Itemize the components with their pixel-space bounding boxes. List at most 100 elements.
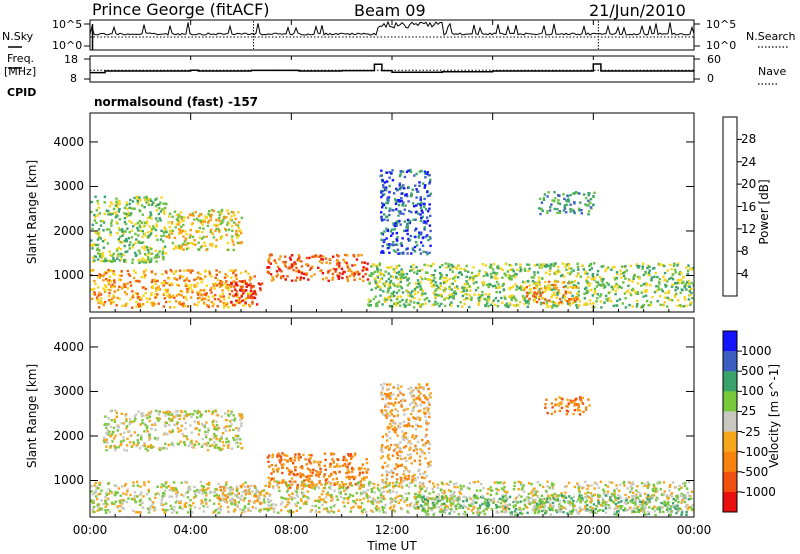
cell (268, 257, 271, 260)
cell (575, 298, 579, 301)
cell (203, 220, 206, 223)
cell (220, 212, 223, 215)
cell (624, 502, 628, 506)
cell (580, 208, 583, 212)
cell (586, 495, 589, 498)
cell (648, 506, 651, 509)
cell (400, 192, 403, 195)
cell (440, 508, 443, 511)
cell (303, 494, 307, 498)
cell (455, 507, 458, 511)
cell (219, 497, 222, 501)
cell (438, 287, 442, 291)
cell (94, 195, 97, 198)
cell (356, 482, 359, 485)
cell (667, 291, 671, 294)
cell (117, 246, 120, 249)
cell (494, 277, 497, 280)
cell (288, 510, 291, 514)
cell (244, 481, 247, 484)
cell (207, 212, 210, 216)
cell (691, 297, 694, 300)
cell (387, 199, 390, 202)
cell (558, 202, 562, 206)
cell (308, 268, 312, 271)
cell (197, 241, 200, 244)
cell (489, 489, 493, 492)
cell (361, 511, 364, 514)
cell (184, 421, 187, 425)
cell (562, 193, 565, 196)
cell (273, 480, 276, 483)
cell (538, 503, 541, 506)
cell (577, 498, 580, 502)
cell (215, 493, 218, 497)
cell (170, 418, 174, 421)
cell (502, 482, 505, 486)
cell (400, 385, 403, 388)
cell (404, 499, 407, 502)
cell (639, 492, 642, 495)
cell (624, 493, 627, 497)
cell (673, 295, 677, 298)
cell (653, 291, 657, 294)
cell (473, 293, 476, 296)
cell (489, 272, 493, 276)
cell (147, 490, 150, 493)
cell (386, 266, 389, 269)
cell (613, 266, 616, 269)
cell (459, 267, 462, 270)
cell (235, 301, 239, 304)
cell (412, 406, 416, 409)
cell (181, 507, 184, 510)
cell (135, 195, 139, 198)
cell (419, 304, 422, 308)
cell (685, 487, 689, 490)
cell (173, 210, 177, 213)
cell (331, 276, 335, 279)
cell (415, 188, 418, 191)
cell (508, 287, 511, 291)
cell (318, 495, 321, 499)
cell (292, 511, 295, 514)
cell (268, 266, 271, 269)
cell (516, 501, 519, 504)
cell (385, 482, 388, 485)
cell (374, 281, 378, 285)
cell (213, 432, 216, 436)
cell (573, 504, 576, 508)
cell (310, 486, 314, 489)
cell (104, 415, 107, 418)
cell (492, 271, 495, 274)
cell (382, 282, 385, 285)
cell (686, 281, 689, 284)
cell (172, 487, 175, 490)
cell (121, 501, 124, 504)
cell (96, 487, 99, 490)
cell (150, 252, 154, 255)
cell (186, 284, 190, 287)
cell (329, 269, 332, 272)
cell (627, 289, 630, 292)
cell (97, 506, 100, 509)
cell (501, 301, 504, 304)
cell (501, 494, 504, 497)
cell (248, 278, 251, 282)
cell (373, 482, 376, 486)
cell (574, 398, 577, 401)
cell (336, 481, 339, 484)
cell (149, 412, 152, 415)
cell (687, 298, 690, 301)
cell (222, 216, 226, 219)
cell (169, 268, 172, 272)
cell (584, 270, 587, 273)
cell (191, 269, 194, 272)
cell (103, 423, 106, 426)
cell (128, 231, 131, 234)
cell (299, 498, 303, 501)
cell (676, 262, 680, 265)
cell (405, 504, 409, 507)
cell (117, 252, 120, 256)
cell (106, 429, 109, 432)
cell (118, 199, 121, 203)
